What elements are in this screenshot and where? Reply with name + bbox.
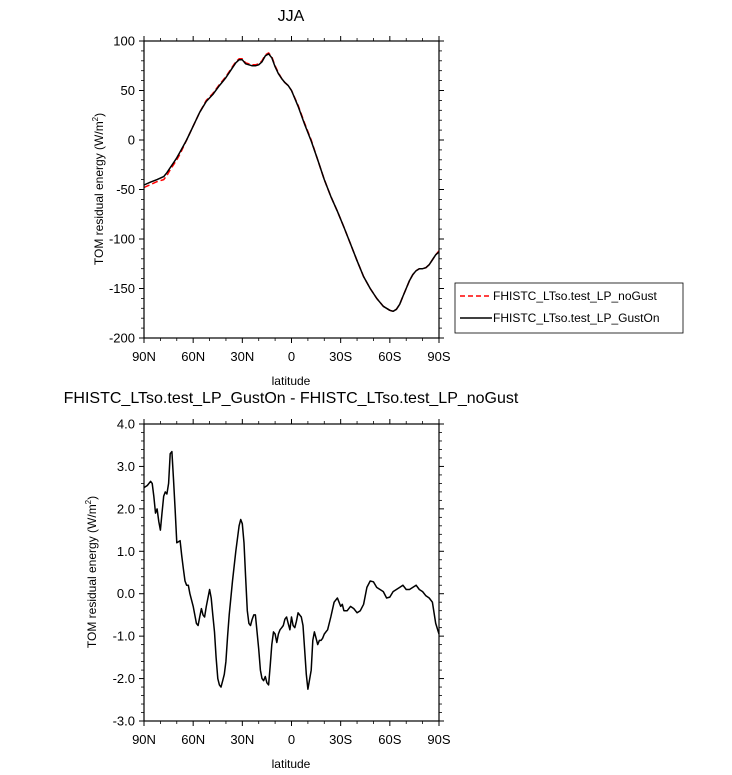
x-tick-label: 60S	[378, 349, 401, 364]
bottom-x-axis-label: latitude	[272, 757, 311, 771]
top-chart-title: JJA	[278, 8, 305, 25]
bottom-chart-title: FHISTC_LTso.test_LP_GustOn - FHISTC_LTso…	[64, 390, 519, 407]
legend: FHISTC_LTso.test_LP_noGust FHISTC_LTso.t…	[454, 282, 684, 334]
x-tick-label: 30S	[329, 349, 352, 364]
x-tick-label: 60S	[378, 732, 401, 747]
y-tick-label: 2.0	[117, 501, 135, 516]
y-tick-label: 3.0	[117, 459, 135, 474]
x-tick-label: 90N	[132, 732, 156, 747]
y-tick-label: 50	[121, 83, 135, 98]
legend-box	[454, 282, 684, 334]
top-chart: JJA 100 50 0 -50 -100 -150 -200 90N 60N 30N 0 30S 6…	[91, 8, 684, 388]
series-line-1	[143, 53, 440, 313]
bottom-plot-frame	[143, 423, 440, 722]
bottom-y-axis-label: TOM residual energy (W/m2)	[84, 496, 99, 648]
y-tick-label: -150	[109, 281, 135, 296]
y-tick-label: -100	[109, 232, 135, 247]
y-tick-label: 0	[128, 133, 135, 148]
top-y-axis: 100 50 0 -50 -100 -150 -200	[109, 34, 444, 346]
y-tick-label: -50	[116, 182, 135, 197]
top-plot-area	[143, 52, 440, 313]
bottom-y-axis: 4.0 3.0 2.0 1.0 0.0 -1.0 -2.0 -3.0	[113, 417, 444, 729]
x-tick-label: 0	[288, 349, 295, 364]
y-tick-label: -3.0	[113, 714, 135, 729]
x-tick-label: 60N	[181, 349, 205, 364]
x-tick-label: 30N	[230, 732, 254, 747]
x-tick-label: 30S	[329, 732, 352, 747]
x-tick-label: 0	[288, 732, 295, 747]
top-plot-frame	[143, 40, 440, 339]
bottom-plot-area	[143, 450, 440, 690]
bottom-chart: FHISTC_LTso.test_LP_GustOn - FHISTC_LTso…	[64, 390, 519, 771]
y-tick-label: 0.0	[117, 586, 135, 601]
x-tick-label: 90S	[427, 349, 450, 364]
y-tick-label: 1.0	[117, 544, 135, 559]
y-tick-label: 100	[113, 34, 135, 49]
y-tick-label: 4.0	[117, 417, 135, 432]
x-tick-label: 90N	[132, 349, 156, 364]
x-tick-label: 60N	[181, 732, 205, 747]
x-tick-label: 30N	[230, 349, 254, 364]
top-x-axis: 90N 60N 30N 0 30S 60S 90S	[132, 36, 451, 364]
top-y-axis-label: TOM residual energy (W/m2)	[91, 113, 106, 265]
x-tick-label: 90S	[427, 732, 450, 747]
y-tick-label: -200	[109, 331, 135, 346]
bottom-x-axis: 90N 60N 30N 0 30S 60S 90S	[132, 419, 451, 747]
legend-label-nogust: FHISTC_LTso.test_LP_noGust	[493, 289, 658, 303]
series-line-0	[143, 450, 440, 690]
y-tick-label: -2.0	[113, 671, 135, 686]
legend-label-guston: FHISTC_LTso.test_LP_GustOn	[493, 311, 660, 325]
top-x-axis-label: latitude	[272, 374, 311, 388]
y-tick-label: -1.0	[113, 629, 135, 644]
